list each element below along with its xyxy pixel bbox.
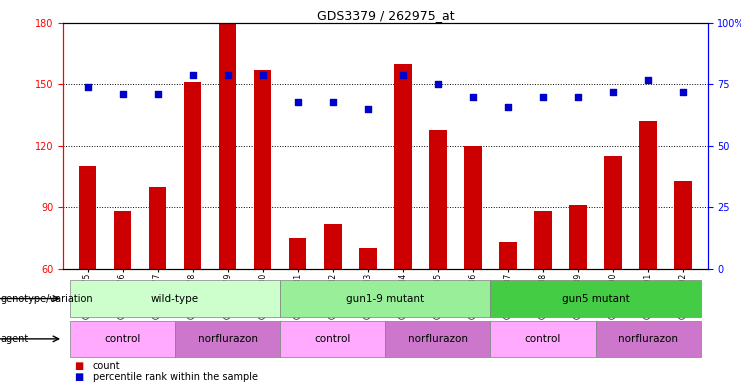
- Text: control: control: [104, 334, 141, 344]
- Bar: [639, 121, 657, 269]
- Point: [607, 89, 619, 95]
- Text: gun5 mutant: gun5 mutant: [562, 293, 629, 304]
- Bar: [429, 129, 447, 269]
- Point: [187, 71, 199, 78]
- Point: [362, 106, 373, 112]
- Bar: [79, 166, 96, 269]
- Point: [397, 71, 409, 78]
- FancyBboxPatch shape: [175, 321, 280, 357]
- Point: [257, 71, 269, 78]
- Point: [327, 99, 339, 105]
- FancyBboxPatch shape: [70, 321, 175, 357]
- Bar: [149, 187, 166, 269]
- Bar: [499, 242, 516, 269]
- Text: gun1-9 mutant: gun1-9 mutant: [346, 293, 425, 304]
- Point: [642, 76, 654, 83]
- Bar: [114, 212, 131, 269]
- Bar: [569, 205, 587, 269]
- Text: agent: agent: [1, 334, 29, 344]
- FancyBboxPatch shape: [280, 321, 385, 357]
- Title: GDS3379 / 262975_at: GDS3379 / 262975_at: [316, 9, 454, 22]
- Text: wild-type: wild-type: [151, 293, 199, 304]
- Bar: [219, 23, 236, 269]
- Point: [432, 81, 444, 88]
- Text: norflurazon: norflurazon: [198, 334, 258, 344]
- FancyBboxPatch shape: [596, 321, 701, 357]
- Point: [502, 104, 514, 110]
- Text: percentile rank within the sample: percentile rank within the sample: [93, 372, 258, 382]
- Bar: [464, 146, 482, 269]
- Point: [152, 91, 164, 98]
- Text: norflurazon: norflurazon: [618, 334, 678, 344]
- Bar: [394, 64, 411, 269]
- Bar: [534, 212, 552, 269]
- Text: count: count: [93, 361, 120, 371]
- Bar: [324, 224, 342, 269]
- Point: [677, 89, 689, 95]
- FancyBboxPatch shape: [385, 321, 491, 357]
- Bar: [254, 70, 271, 269]
- Text: control: control: [525, 334, 561, 344]
- Point: [82, 84, 93, 90]
- Text: norflurazon: norflurazon: [408, 334, 468, 344]
- Bar: [359, 248, 376, 269]
- Point: [116, 91, 128, 98]
- Point: [467, 94, 479, 100]
- Text: genotype/variation: genotype/variation: [1, 293, 93, 304]
- FancyBboxPatch shape: [70, 280, 280, 317]
- FancyBboxPatch shape: [280, 280, 491, 317]
- Text: control: control: [315, 334, 351, 344]
- Text: ■: ■: [74, 361, 83, 371]
- Bar: [674, 181, 692, 269]
- Bar: [184, 83, 202, 269]
- Bar: [289, 238, 307, 269]
- FancyBboxPatch shape: [491, 280, 701, 317]
- Point: [572, 94, 584, 100]
- Point: [222, 71, 233, 78]
- Point: [292, 99, 304, 105]
- FancyBboxPatch shape: [491, 321, 596, 357]
- Point: [537, 94, 549, 100]
- Bar: [605, 156, 622, 269]
- Text: ■: ■: [74, 372, 83, 382]
